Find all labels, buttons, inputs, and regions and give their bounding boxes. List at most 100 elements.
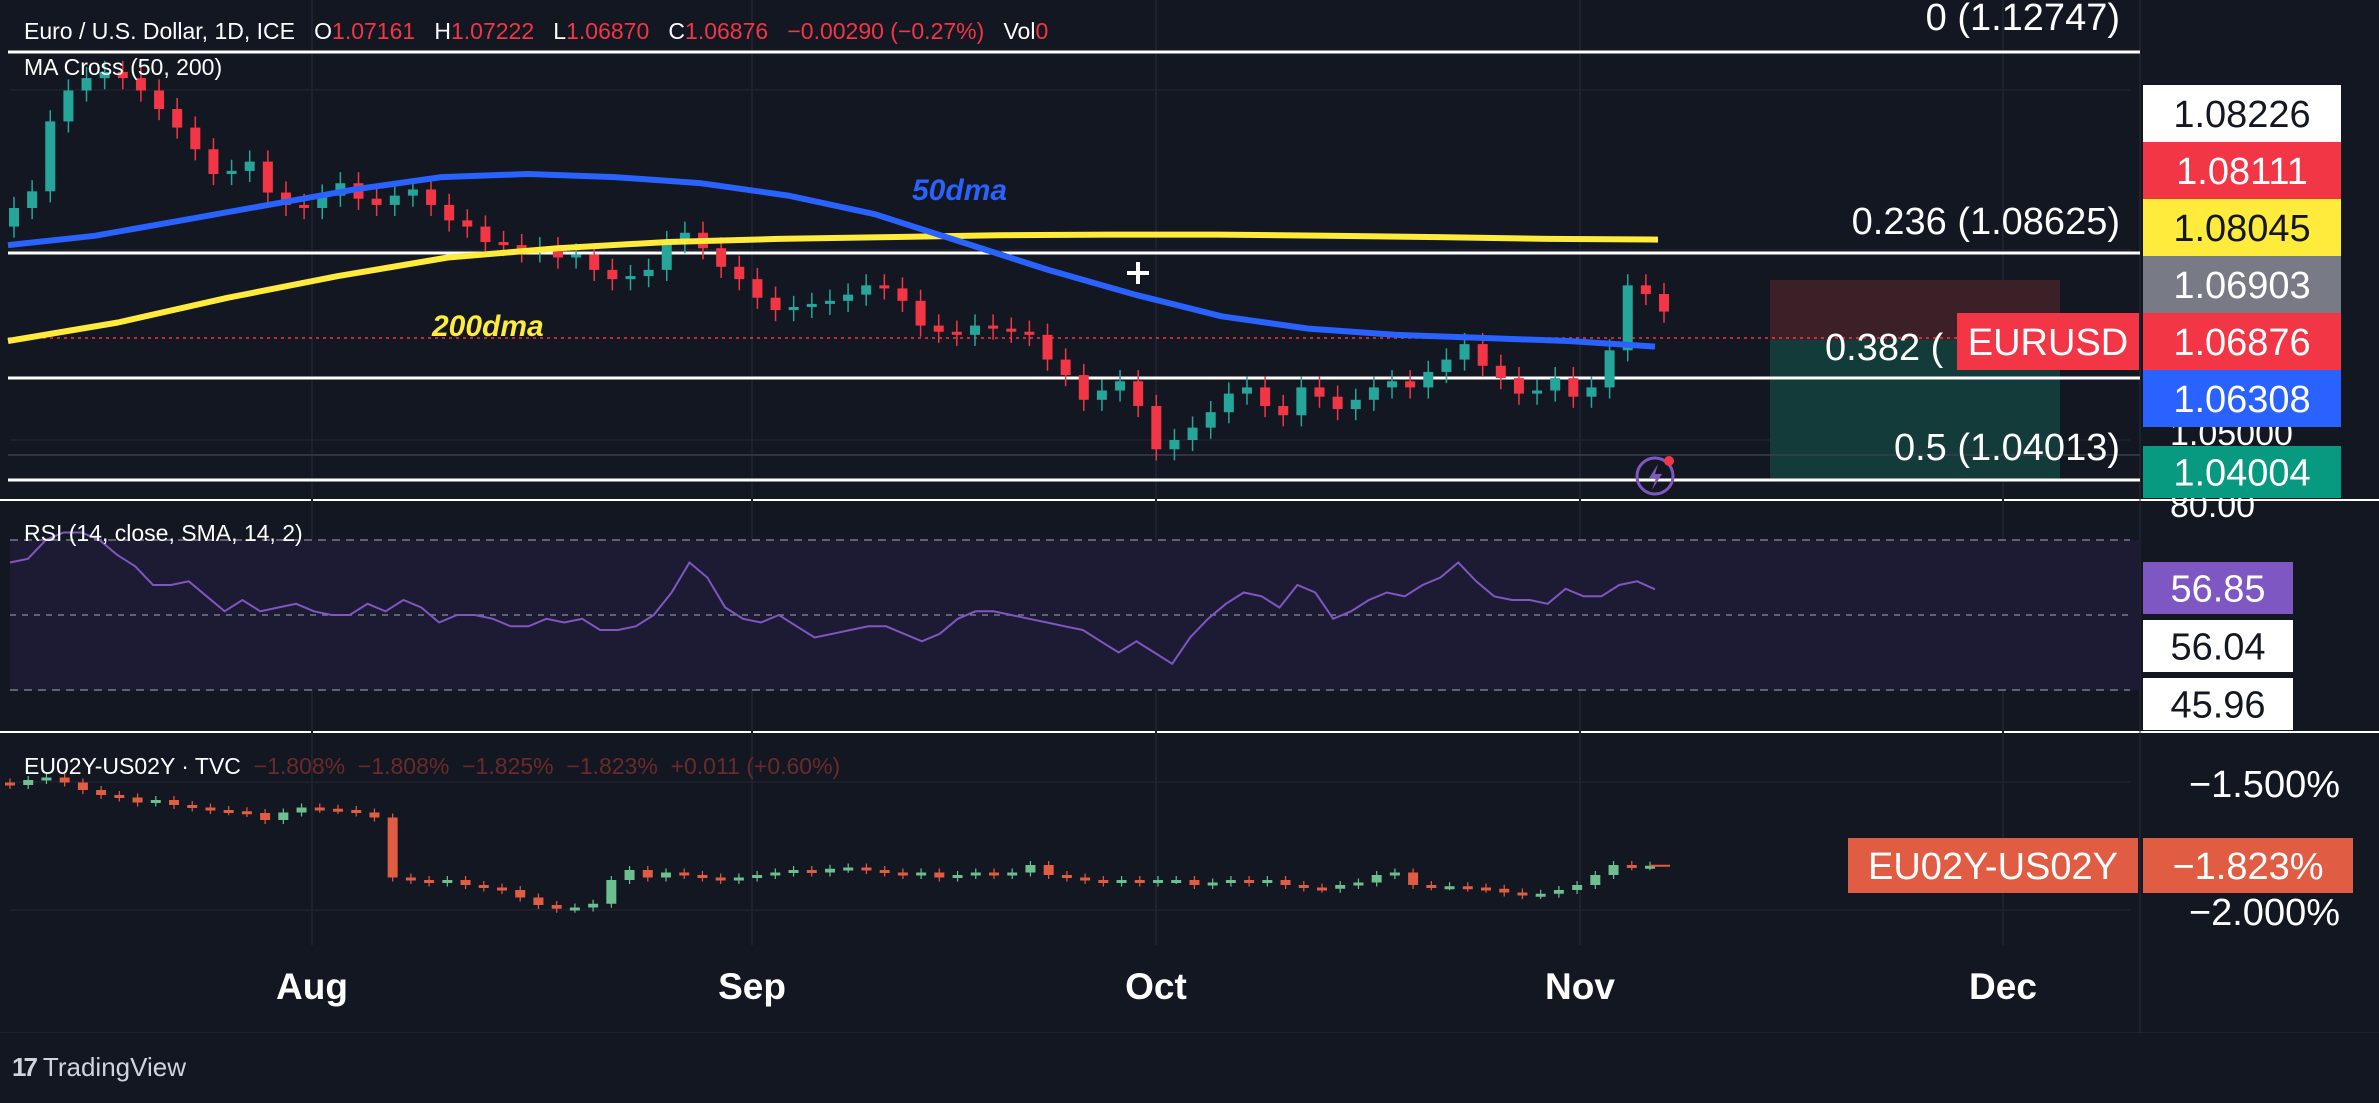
- fib-label-05: 0.5 (1.04013): [1894, 427, 2120, 469]
- candle-body: [1205, 412, 1216, 428]
- candle-body: [933, 325, 944, 332]
- spread-body: [1080, 877, 1091, 881]
- candle-body: [1495, 365, 1506, 379]
- lightning-icon: [1649, 464, 1662, 490]
- month-label-dec: Dec: [1969, 966, 2037, 1007]
- symbol-title[interactable]: Euro / U.S. Dollar, 1D, ICE: [24, 18, 295, 44]
- candle-body: [1115, 381, 1126, 391]
- spread-body: [77, 782, 88, 790]
- candle-body: [1513, 378, 1524, 394]
- candle-body: [806, 303, 817, 307]
- candle-body: [208, 149, 219, 174]
- candle-body: [1060, 359, 1071, 376]
- candle-body: [843, 294, 854, 301]
- candle-body: [1622, 285, 1633, 351]
- spread-body: [1061, 875, 1072, 878]
- spread-body: [241, 811, 252, 815]
- spread-body: [1645, 865, 1655, 869]
- price-tag-5-bg: [2143, 313, 2341, 370]
- spread-body: [897, 872, 908, 876]
- spread-body: [1462, 886, 1473, 890]
- brand[interactable]: 17 TradingView: [12, 1052, 186, 1083]
- spread-body: [369, 812, 380, 818]
- spread-body: [187, 805, 198, 808]
- spread-body: [1608, 865, 1619, 875]
- candle-body: [788, 306, 799, 311]
- spread-body: [5, 782, 15, 786]
- candle-body: [1387, 381, 1398, 388]
- candle-body: [1604, 350, 1615, 388]
- spread-legend[interactable]: EU02Y-US02Y · TVC −1.808% −1.808% −1.825…: [24, 753, 840, 780]
- candle-body: [879, 285, 890, 289]
- spread-body: [1426, 885, 1437, 888]
- candle-body: [371, 198, 382, 205]
- spread-body: [679, 872, 690, 876]
- spread-body: [1098, 880, 1109, 883]
- candle-body: [63, 90, 74, 122]
- footer-bar: [0, 1033, 2379, 1103]
- spread-values: −1.808% −1.808% −1.825% −1.823% +0.011 (…: [253, 753, 841, 779]
- rsi-tag-1: 56.85: [2170, 568, 2265, 610]
- spread-body: [41, 777, 52, 781]
- spread-body: [424, 880, 435, 883]
- candle-body: [824, 300, 835, 304]
- candle-body: [1368, 387, 1379, 400]
- spread-body: [588, 903, 599, 908]
- candle-body: [1078, 375, 1089, 400]
- rsi-legend[interactable]: RSI (14, close, SMA, 14, 2): [24, 520, 303, 546]
- candle-body: [1006, 328, 1017, 332]
- spread-body: [260, 813, 271, 820]
- price-tag-7: 1.04004: [2173, 452, 2310, 494]
- candle-body: [589, 254, 600, 270]
- spread-body: [23, 780, 34, 785]
- spread-body: [351, 810, 362, 813]
- candle-body: [969, 325, 980, 335]
- candle-body: [752, 279, 763, 298]
- candle-body: [1477, 344, 1488, 366]
- spread-body: [1389, 872, 1400, 876]
- spread-body: [843, 867, 854, 871]
- spread-body: [1626, 865, 1637, 868]
- price-tag-7-bg: [2143, 446, 2341, 498]
- spread-body: [752, 875, 763, 878]
- close-value: 1.06876: [685, 18, 769, 44]
- candle-body: [1278, 405, 1289, 416]
- candle-body: [516, 245, 527, 252]
- month-label-sep: Sep: [718, 966, 786, 1007]
- rsi-tag-3-bg: [2143, 678, 2293, 730]
- spread-body: [861, 867, 872, 871]
- spread-body: [1572, 885, 1583, 890]
- candle-body: [9, 208, 19, 227]
- spread-body: [132, 797, 143, 803]
- ma-legend[interactable]: MA Cross (50, 200): [24, 54, 223, 80]
- candle-body: [1423, 371, 1434, 388]
- candle-body: [1568, 378, 1579, 397]
- candle-body: [643, 269, 654, 277]
- spread-value-tag: −1.823%: [2172, 846, 2323, 888]
- spread-body: [460, 880, 471, 885]
- candle-body: [172, 109, 183, 128]
- spread-body: [1353, 882, 1364, 886]
- candle-body: [679, 232, 690, 243]
- spread-body: [916, 872, 927, 876]
- spread-body: [770, 872, 781, 876]
- candle-body: [498, 242, 509, 246]
- month-label-nov: Nov: [1545, 966, 1615, 1007]
- spread-body: [169, 800, 179, 805]
- spread-body: [96, 790, 107, 795]
- vol-label: Vol: [1003, 18, 1036, 44]
- candle-body: [571, 254, 582, 258]
- spread-body: [387, 817, 398, 878]
- spread-body: [333, 808, 343, 812]
- brand-name: TradingView: [42, 1052, 186, 1082]
- spread-body: [879, 870, 890, 873]
- spread-body: [1553, 890, 1564, 894]
- spread-body: [1007, 872, 1018, 876]
- candle-body: [1096, 390, 1107, 400]
- spread-body: [314, 807, 325, 811]
- price-tag-3-bg: [2143, 199, 2341, 256]
- candle-body: [915, 300, 926, 326]
- candle-body: [426, 189, 437, 205]
- spread-body: [697, 875, 708, 878]
- candle-body: [1332, 396, 1343, 410]
